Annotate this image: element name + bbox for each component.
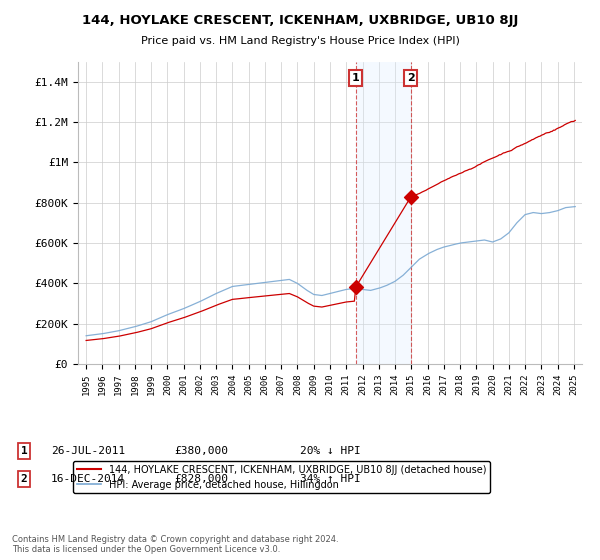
Text: Contains HM Land Registry data © Crown copyright and database right 2024.
This d: Contains HM Land Registry data © Crown c… xyxy=(12,535,338,554)
Text: 2: 2 xyxy=(20,474,28,484)
Text: 1: 1 xyxy=(20,446,28,456)
Text: 144, HOYLAKE CRESCENT, ICKENHAM, UXBRIDGE, UB10 8JJ: 144, HOYLAKE CRESCENT, ICKENHAM, UXBRIDG… xyxy=(82,14,518,27)
Text: Price paid vs. HM Land Registry's House Price Index (HPI): Price paid vs. HM Land Registry's House … xyxy=(140,36,460,46)
Text: 16-DEC-2014: 16-DEC-2014 xyxy=(51,474,125,484)
Text: £380,000: £380,000 xyxy=(174,446,228,456)
Text: 1: 1 xyxy=(352,73,359,83)
Text: 20% ↓ HPI: 20% ↓ HPI xyxy=(300,446,361,456)
Bar xyxy=(356,62,410,364)
Text: 2: 2 xyxy=(407,73,415,83)
Text: 34% ↑ HPI: 34% ↑ HPI xyxy=(300,474,361,484)
Legend: 144, HOYLAKE CRESCENT, ICKENHAM, UXBRIDGE, UB10 8JJ (detached house), HPI: Avera: 144, HOYLAKE CRESCENT, ICKENHAM, UXBRIDG… xyxy=(73,461,490,493)
Text: 26-JUL-2011: 26-JUL-2011 xyxy=(51,446,125,456)
Point xyxy=(406,193,415,202)
Text: £828,000: £828,000 xyxy=(174,474,228,484)
Point xyxy=(351,283,361,292)
